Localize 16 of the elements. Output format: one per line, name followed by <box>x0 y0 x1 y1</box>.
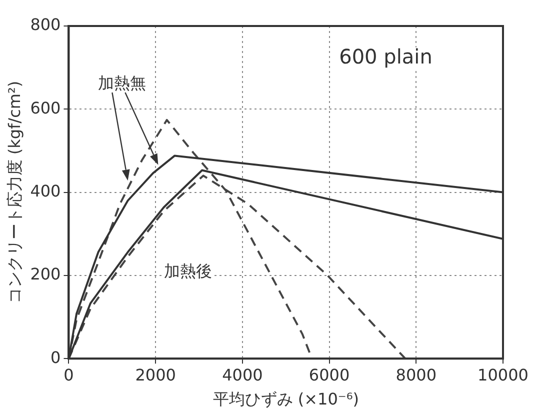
x-tick-label: 10000 <box>478 365 528 384</box>
x-axis-title: 平均ひずみ (×10⁻⁶) <box>212 390 359 409</box>
x-tick-label: 6000 <box>308 365 350 384</box>
annotation: 加熱無 <box>98 73 146 92</box>
y-tick-label: 400 <box>30 181 61 200</box>
y-tick-label: 0 <box>50 348 61 367</box>
x-tick-label: 2000 <box>135 365 176 384</box>
y-tick-label: 800 <box>30 15 61 34</box>
y-tick-label: 600 <box>30 98 61 118</box>
x-tick-label: 8000 <box>396 365 437 384</box>
annotation: 600 plain <box>339 44 432 69</box>
x-tick-label: 4000 <box>222 365 263 384</box>
annotation: 加熱後 <box>164 262 212 281</box>
y-axis-title: コンクリート応力度 (kgf/cm²) <box>4 80 24 304</box>
y-tick-label: 200 <box>30 264 61 284</box>
x-tick-label: 0 <box>64 365 74 384</box>
